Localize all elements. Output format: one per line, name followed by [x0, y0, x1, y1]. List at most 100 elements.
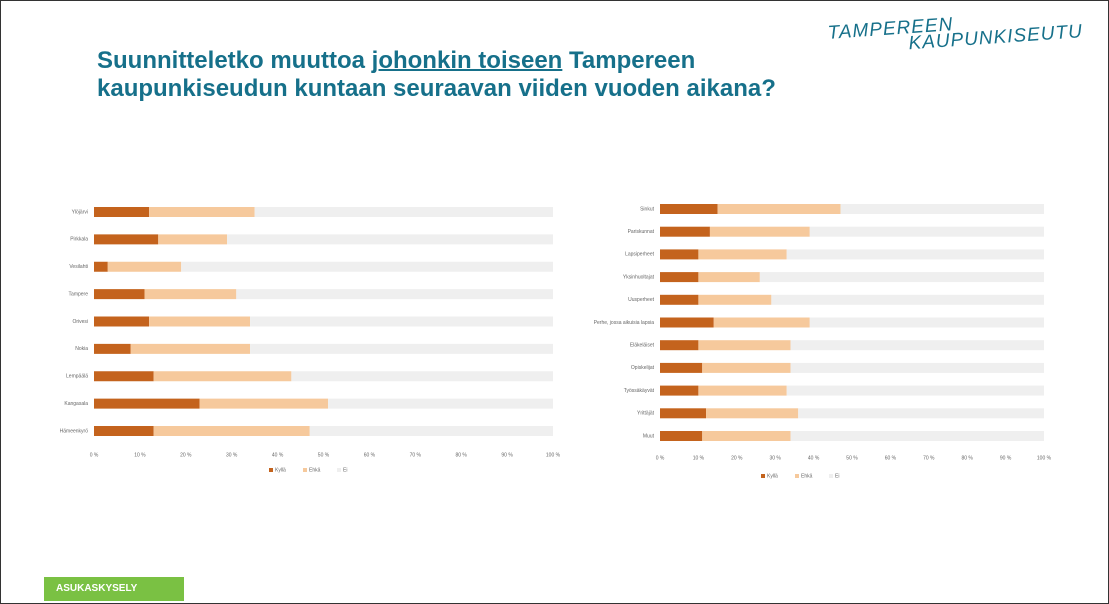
bar-segment: [771, 294, 1044, 305]
y-tick-label: Tampere: [69, 291, 89, 297]
bar-segment: [149, 316, 251, 327]
bar-segment: [130, 343, 251, 354]
bar-segment: [250, 343, 553, 354]
bar-segment: [702, 431, 791, 441]
legend-swatch: [337, 468, 341, 472]
y-tick-label: Yrittäjät: [637, 411, 655, 417]
bar-segment: [660, 294, 699, 305]
bar-segment: [153, 426, 310, 436]
y-tick-label: Hämeenkyrö: [60, 428, 89, 434]
bar-segment: [309, 426, 553, 436]
x-tick-label: 40 %: [272, 452, 284, 458]
y-tick-label: Lempäälä: [66, 374, 88, 380]
y-tick-label: Sinkut: [640, 206, 655, 212]
bar-segment: [94, 234, 159, 245]
bar-segment: [702, 362, 791, 373]
bar-segment: [94, 398, 200, 409]
y-tick-label: Uusperheet: [628, 297, 654, 303]
x-tick-label: 50 %: [846, 455, 858, 461]
bar-segment: [158, 234, 228, 245]
bar-segment: [236, 289, 554, 300]
bar-segment: [144, 289, 237, 300]
legend-label: Ei: [835, 473, 839, 479]
y-tick-label: Opiskelijat: [631, 365, 655, 371]
bar-segment: [94, 316, 150, 327]
bar-segment: [660, 385, 699, 396]
x-tick-label: 20 %: [180, 452, 192, 458]
bar-segment: [717, 204, 841, 214]
charts: 0 % 10 % 20 % 30 % 40 % 50 % 60 % 70 % 80 % 90 % 1…: [60, 204, 1052, 479]
bar-segment: [94, 426, 154, 436]
x-tick-label: 30 %: [769, 455, 781, 461]
bar-segment: [149, 207, 255, 217]
bar-segment: [709, 226, 810, 237]
bar-segment: [660, 249, 699, 260]
bar-segment: [94, 261, 108, 272]
bar-segment: [254, 207, 553, 217]
y-tick-label: Pariskunnat: [628, 229, 655, 235]
y-tick-label: Lapsiperheet: [625, 252, 655, 258]
bar-segment: [840, 204, 1044, 214]
bar-segment: [94, 207, 150, 217]
x-tick-label: 90 %: [1000, 455, 1012, 461]
x-tick-label: 60 %: [364, 452, 376, 458]
bar-segment: [227, 234, 554, 245]
title-underlined: johonkin toiseen: [371, 47, 563, 74]
bar-segment: [94, 371, 154, 382]
bar-segment: [790, 431, 1044, 441]
bar-segment: [328, 398, 553, 409]
y-tick-label: Pirkkala: [70, 237, 88, 243]
bar-segment: [798, 408, 1044, 419]
bar-segment: [698, 340, 791, 351]
bar-segment: [790, 362, 1044, 373]
y-tick-label: Ylöjärvi: [72, 209, 88, 215]
legend-swatch: [303, 468, 307, 472]
legend-label: Ehkä: [309, 467, 321, 473]
bar-segment: [786, 249, 1044, 260]
legend-swatch: [269, 468, 273, 472]
footer-badge: ASUKASKYSELY: [44, 577, 184, 601]
bar-segment: [790, 340, 1044, 351]
bar-segment: [94, 343, 131, 354]
legend-swatch: [829, 474, 833, 478]
y-tick-label: Kangasala: [64, 401, 88, 407]
y-tick-label: Eläkeläiset: [630, 343, 655, 349]
legend-label: Kyllä: [767, 473, 778, 479]
bar-segment: [291, 371, 553, 382]
bar-segment: [713, 317, 810, 328]
y-tick-label: Yksinhuoltajat: [623, 274, 655, 280]
bar-segment: [660, 362, 703, 373]
bar-segment: [698, 385, 787, 396]
slide-title: Suunnitteletko muuttoa johonkin toiseen …: [97, 47, 817, 103]
bar-segment: [181, 261, 553, 272]
bar-segment: [199, 398, 329, 409]
x-tick-label: 0 %: [90, 452, 99, 458]
x-tick-label: 30 %: [226, 452, 238, 458]
legend-swatch: [795, 474, 799, 478]
bar-segment: [759, 272, 1044, 283]
bar-segment: [660, 317, 714, 328]
x-tick-label: 90 %: [501, 452, 513, 458]
title-part: Tampereen kaupunkiseudun kuntaan seuraav…: [97, 47, 776, 102]
bar-segment: [94, 289, 145, 300]
bar-segment: [698, 294, 772, 305]
bar-segment: [786, 385, 1044, 396]
bar-segment: [660, 408, 707, 419]
legend-label: Ei: [343, 467, 347, 473]
bar-segment: [107, 261, 182, 272]
x-tick-label: 70 %: [923, 455, 935, 461]
x-tick-label: 0 %: [656, 455, 665, 461]
y-tick-label: Muut: [643, 433, 655, 439]
x-tick-label: 70 %: [410, 452, 422, 458]
bar-segment: [153, 371, 292, 382]
bar-segment: [809, 317, 1044, 328]
bar-segment: [706, 408, 799, 419]
x-tick-label: 80 %: [961, 455, 973, 461]
y-tick-label: Työssäkäyvät: [624, 388, 655, 394]
y-tick-label: Nokia: [75, 346, 88, 352]
legend-swatch: [761, 474, 765, 478]
x-tick-label: 50 %: [318, 452, 330, 458]
legend-label: Kyllä: [275, 467, 286, 473]
bar-segment: [660, 272, 699, 283]
